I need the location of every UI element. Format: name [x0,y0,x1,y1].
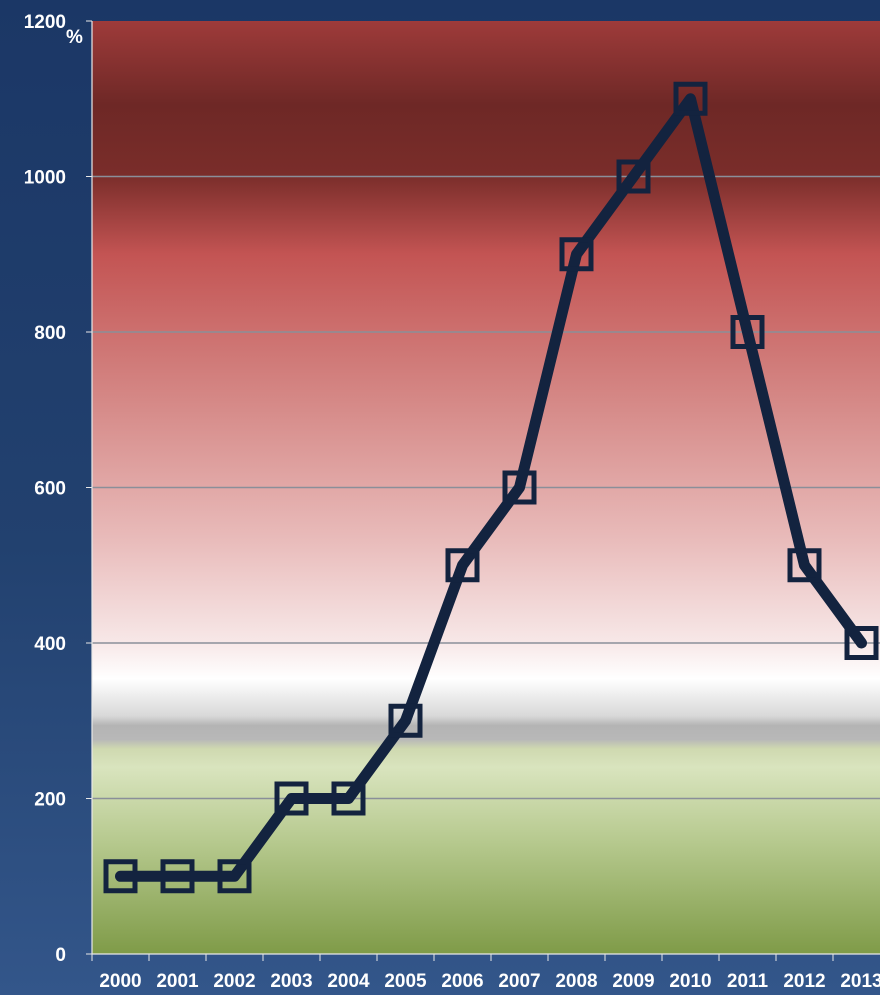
x-tick-label: 2005 [384,971,427,992]
y-tick-label: 200 [34,790,66,811]
x-tick-label: 2011 [727,971,769,992]
x-tick-label: 2003 [270,971,312,992]
x-tick-label: 2002 [213,971,255,992]
gridlines [92,175,880,800]
x-tick-label: 2010 [669,971,711,992]
x-tick-label: 2012 [783,971,825,992]
x-tick-label: 2006 [441,971,483,992]
data-point-marker [787,548,822,583]
x-tick-label: 2000 [99,971,141,992]
x-tick-label: 2013 [840,971,880,992]
axes [86,20,880,961]
data-point-marker [502,470,537,505]
data-point-marker [730,315,765,349]
data-point-marker [331,781,366,816]
data-point-marker [844,626,879,660]
x-tick-label: 2009 [612,971,654,992]
x-tick-label: 2007 [498,971,540,992]
x-tick-label: 2001 [156,971,199,992]
y-tick-label: 400 [34,634,66,655]
y-unit-label: % [66,27,83,48]
data-point-marker [103,859,138,894]
y-tick-label: 600 [34,479,66,500]
x-tick-labels: 2000 2001 2002 2003 2004 2005 2006 2007 2008 2009… [99,971,880,992]
x-tick-label: 2004 [327,971,370,992]
data-point-marker [388,703,423,738]
series-markers [103,81,879,894]
y-tick-label: 1200 [24,12,66,33]
y-tick-label: 1000 [24,168,66,189]
y-tick-label: 800 [34,323,66,344]
x-tick-label: 2008 [555,971,597,992]
data-point-marker [559,237,594,272]
data-point-marker [673,81,708,116]
y-tick-labels: 0 200 400 600 800 1000 1200 [24,12,66,966]
y-tick-label: 0 [55,945,66,966]
data-point-marker [616,159,651,194]
data-point-marker [217,859,252,894]
data-point-marker [160,859,195,894]
data-point-marker [445,548,480,583]
data-point-marker [274,781,309,816]
